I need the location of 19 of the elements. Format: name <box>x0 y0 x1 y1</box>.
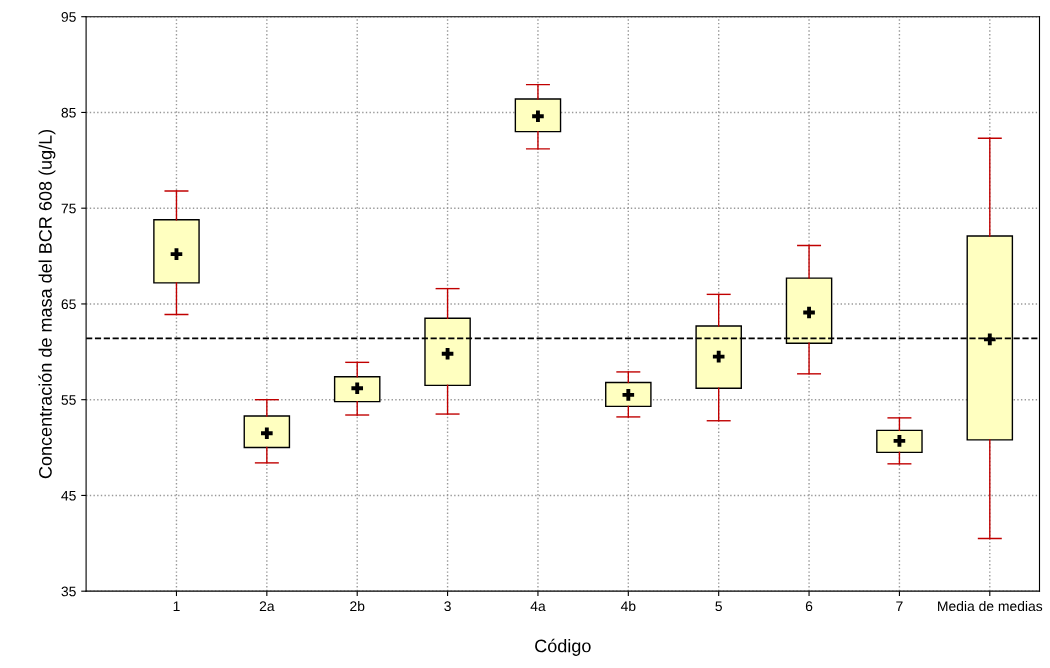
y-tick-label: 55 <box>61 395 76 405</box>
x-tick-label: Media de medias <box>938 600 1043 612</box>
x-tick-label: 4b <box>620 600 636 612</box>
x-tick-label: 1 <box>173 601 180 611</box>
x-tick-label: 4a <box>530 601 546 612</box>
x-tick-label: 2a <box>259 601 275 612</box>
y-tick-label: 35 <box>61 586 76 597</box>
x-tick-label: 2b <box>350 600 365 612</box>
y-tick-label: 75 <box>61 203 76 214</box>
x-tick-label: 7 <box>896 601 903 611</box>
y-axis-title: Concentración de masa del BCR 608 (ug/L) <box>38 129 56 479</box>
y-tick-label: 95 <box>61 12 76 22</box>
x-tick-label: 6 <box>805 601 813 612</box>
x-tick-label: 5 <box>715 601 722 612</box>
y-tick-label: 45 <box>61 490 76 501</box>
y-tick-label: 85 <box>61 107 76 118</box>
x-tick-label: 3 <box>444 601 451 612</box>
x-axis-title: Código <box>535 638 591 656</box>
y-tick-label: 65 <box>61 299 76 310</box>
